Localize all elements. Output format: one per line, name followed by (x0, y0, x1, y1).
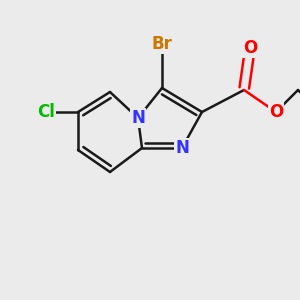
Text: O: O (243, 39, 257, 57)
Text: O: O (269, 103, 283, 121)
Text: Br: Br (152, 35, 172, 53)
Text: N: N (131, 109, 145, 127)
Text: N: N (175, 139, 189, 157)
Text: Cl: Cl (37, 103, 55, 121)
